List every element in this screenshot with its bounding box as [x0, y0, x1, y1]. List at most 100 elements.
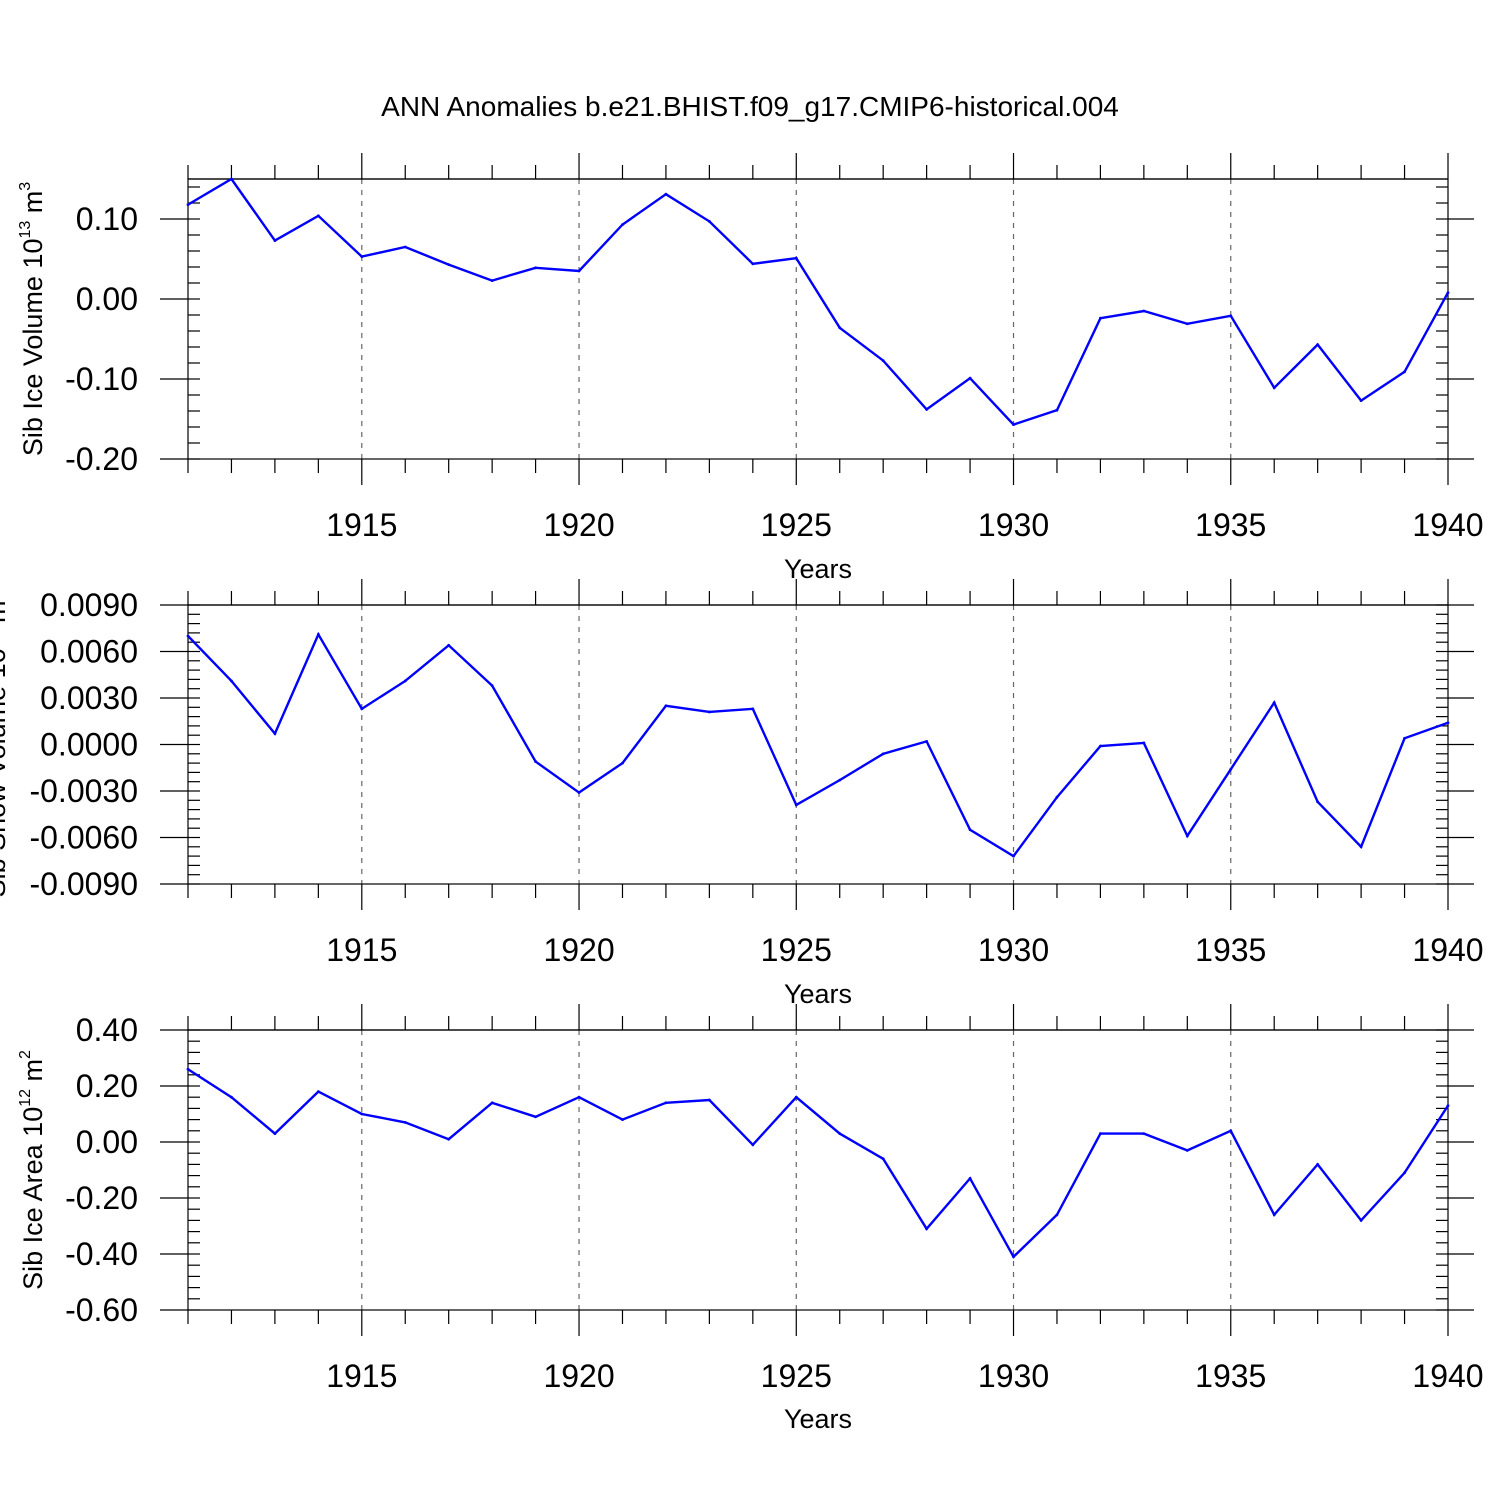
x-tick-label: 1935: [1195, 1358, 1266, 1394]
data-point: [794, 803, 798, 807]
data-point: [1185, 322, 1189, 326]
data-point: [230, 177, 233, 181]
y-tick-label: 0.40: [76, 1012, 138, 1048]
data-point: [707, 710, 711, 714]
data-point: [360, 707, 364, 711]
data-point: [273, 1132, 277, 1135]
data-point: [838, 778, 842, 782]
y-axis-label: Sib Ice Volume 1013 m3: [17, 182, 48, 456]
data-point: [1272, 1213, 1276, 1217]
x-tick-label: 1925: [761, 1358, 832, 1394]
plot-frame: [187, 1029, 1449, 1311]
data-point: [1185, 1149, 1189, 1152]
data-point: [403, 245, 407, 249]
data-point: [316, 633, 320, 636]
x-tick-label: 1940: [1412, 507, 1483, 543]
panel-sib-snow-volume: 1915 1920 1925 1930 1935 1940 Years -0.0090 -0.0…: [0, 579, 1484, 1009]
data-point: [1229, 767, 1233, 771]
y-tick-label: -0.0090: [29, 866, 138, 902]
data-point: [447, 643, 451, 647]
data-point: [1272, 386, 1276, 390]
data-point: [490, 684, 494, 687]
y-tick-label: 0.0000: [40, 727, 138, 763]
data-point: [490, 279, 494, 282]
data-point: [360, 255, 364, 258]
data-point: [1099, 744, 1102, 748]
data-point: [1185, 834, 1189, 838]
data-point: [186, 203, 190, 207]
data-point: [1012, 1255, 1015, 1259]
x-tick-label: 1940: [1412, 1358, 1483, 1394]
series-line-sib-ice-volume: [187, 177, 1450, 426]
x-tick-label: 1935: [1195, 507, 1266, 543]
x-tick-label: 1920: [543, 1358, 614, 1394]
y-tick-label: -0.60: [65, 1292, 138, 1328]
series-line-sib-ice-area: [187, 1068, 1450, 1259]
data-point: [664, 192, 668, 196]
data-point: [621, 1118, 624, 1121]
x-tick-label: 1915: [326, 932, 397, 968]
data-point: [881, 359, 885, 362]
data-point: [1142, 741, 1146, 745]
plot-frame: [187, 604, 1449, 885]
x-tick-label: 1915: [326, 507, 397, 543]
data-point: [230, 679, 233, 683]
figure-title: ANN Anomalies b.e21.BHIST.f09_g17.CMIP6-…: [381, 91, 1119, 122]
data-point: [534, 760, 537, 763]
data-point: [1316, 343, 1320, 346]
data-point: [577, 791, 581, 794]
x-tick-label: 1915: [326, 1358, 397, 1394]
y-tick-label: 0.00: [76, 281, 138, 317]
data-point: [403, 1121, 407, 1124]
data-point: [316, 1090, 320, 1093]
data-point: [881, 752, 885, 756]
panel-sib-ice-volume: 1915 1920 1925 1930 1935 1940 Years -0.20 -0.10 0…: [17, 153, 1484, 584]
data-point: [881, 1157, 885, 1161]
data-point: [316, 214, 320, 218]
data-point: [621, 761, 624, 765]
data-point: [751, 707, 755, 711]
data-point: [1316, 800, 1320, 804]
x-tick-label: 1925: [761, 507, 832, 543]
data-point: [360, 1112, 364, 1116]
data-point: [794, 256, 798, 260]
data-point: [1142, 309, 1146, 313]
data-point: [968, 376, 972, 380]
data-point: [925, 740, 929, 743]
data-point: [1359, 1219, 1363, 1222]
data-point: [794, 1095, 798, 1099]
data-point: [1403, 1171, 1406, 1175]
x-axis-label: Years: [784, 979, 852, 1009]
x-tick-label: 1920: [543, 507, 614, 543]
data-point: [577, 269, 581, 273]
x-tick-label: 1925: [761, 932, 832, 968]
data-point: [1359, 399, 1363, 402]
y-tick-label: -0.20: [65, 441, 138, 477]
x-tick-label: 1940: [1412, 932, 1483, 968]
x-tick-label: 1930: [978, 1358, 1049, 1394]
data-point: [1272, 701, 1276, 705]
y-tick-label: 0.0030: [40, 680, 138, 716]
data-point: [1142, 1132, 1146, 1135]
y-tick-label: 0.20: [76, 1068, 138, 1104]
data-point: [1403, 736, 1406, 740]
plot-frame: [187, 178, 1449, 460]
data-point: [1446, 721, 1450, 725]
panel-sib-ice-area: 1915 1920 1925 1930 1935 1940 Years -0.60 -0.40 -…: [17, 1004, 1484, 1434]
data-point: [1359, 845, 1363, 849]
data-point: [534, 266, 537, 270]
data-point: [1229, 314, 1233, 318]
data-point: [925, 408, 929, 411]
data-point: [1055, 408, 1059, 412]
data-point: [621, 223, 624, 227]
y-tick-label: -0.20: [65, 1180, 138, 1216]
data-point: [838, 326, 842, 330]
data-point: [664, 704, 668, 708]
data-point: [751, 1143, 755, 1147]
x-tick-label: 1930: [978, 932, 1049, 968]
data-point: [1446, 291, 1450, 294]
y-tick-label: -0.10: [65, 361, 138, 397]
data-point: [230, 1095, 233, 1099]
x-tick-label: 1920: [543, 932, 614, 968]
